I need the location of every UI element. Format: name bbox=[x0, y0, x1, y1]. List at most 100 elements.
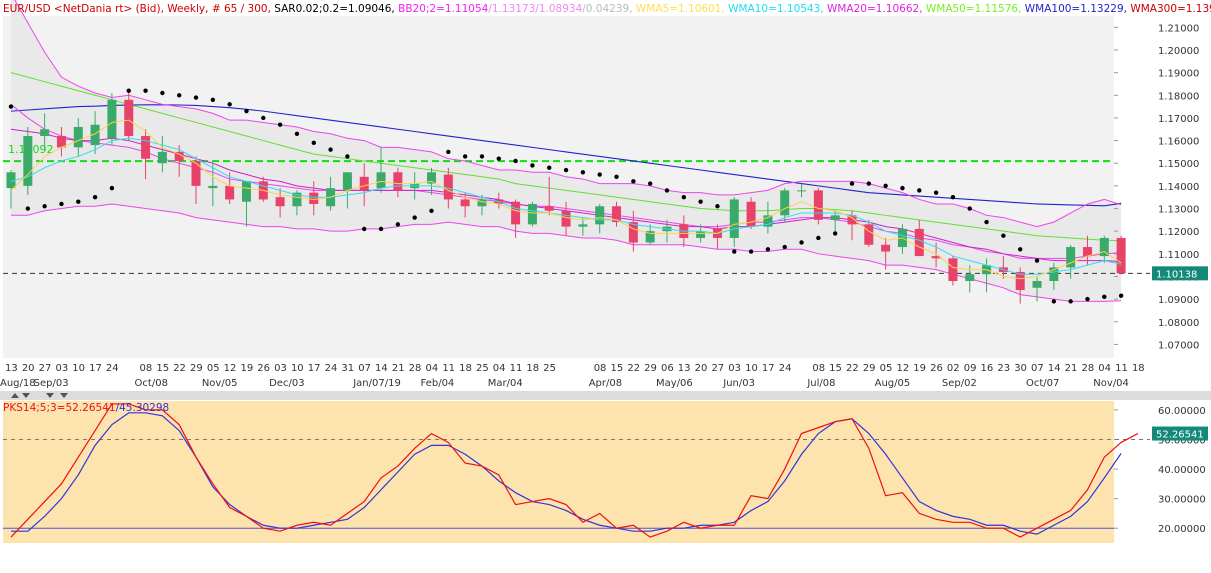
y-tick-label: 1.08000 bbox=[1158, 318, 1199, 329]
x-day-label: 20 bbox=[22, 363, 35, 374]
candle-body bbox=[73, 126, 83, 148]
y-tick-label: 1.13000 bbox=[1158, 205, 1199, 216]
x-day-label: 04 bbox=[493, 363, 506, 374]
x-day-label: 13 bbox=[678, 363, 691, 374]
x-day-label: 26 bbox=[257, 363, 270, 374]
x-month-label: May/06 bbox=[656, 378, 693, 389]
x-day-label: 28 bbox=[1081, 363, 1094, 374]
sar-dot bbox=[530, 163, 535, 168]
panel-divider[interactable] bbox=[0, 391, 1211, 400]
x-day-label: 09 bbox=[964, 363, 977, 374]
candle-body bbox=[544, 206, 554, 211]
x-day-label: 03 bbox=[274, 363, 287, 374]
x-day-label: 06 bbox=[661, 363, 674, 374]
y-tick-label: 1.17000 bbox=[1158, 114, 1199, 125]
divider-arrows[interactable] bbox=[11, 393, 68, 398]
x-day-label: 13 bbox=[5, 363, 18, 374]
y-tick-label: 1.20000 bbox=[1158, 46, 1199, 57]
x-month-label: Feb/04 bbox=[421, 378, 455, 389]
x-day-label: 17 bbox=[762, 363, 775, 374]
x-day-label: 04 bbox=[426, 363, 439, 374]
oscillator-panel: 60.00000 50.00000 40.00000 30.00000 20.00000… bbox=[3, 403, 1208, 538]
sar-dot bbox=[816, 235, 821, 241]
x-day-label: 15 bbox=[156, 363, 169, 374]
x-day-label: 08 bbox=[812, 363, 825, 374]
sar-dot bbox=[883, 183, 888, 189]
x-day-label: 05 bbox=[880, 363, 893, 374]
candle-body bbox=[275, 197, 285, 207]
x-day-label: 08 bbox=[594, 363, 607, 374]
y-tick-label: 1.21000 bbox=[1158, 23, 1199, 34]
x-day-label: 25 bbox=[476, 363, 489, 374]
wma50-line bbox=[10, 72, 1122, 242]
x-day-label: 18 bbox=[526, 363, 539, 374]
sar-dot bbox=[210, 97, 216, 103]
arrow-up-icon[interactable] bbox=[11, 393, 19, 398]
x-day-label: 29 bbox=[644, 363, 657, 374]
sar-dot bbox=[1001, 233, 1006, 238]
candle-body bbox=[427, 172, 436, 184]
osc-plot-area bbox=[3, 401, 1114, 543]
x-day-label: 29 bbox=[863, 363, 876, 374]
x-month-label: Nov/04 bbox=[1093, 378, 1129, 389]
sar-dot bbox=[799, 240, 804, 245]
candle-body bbox=[141, 136, 151, 159]
sar-dot bbox=[580, 170, 586, 175]
x-day-label: 22 bbox=[846, 363, 859, 374]
header-segment: SAR0.02;0.2=1.09046, bbox=[274, 3, 398, 15]
x-day-label: 12 bbox=[224, 363, 237, 374]
osc-tick-label: 50.00000 bbox=[1158, 435, 1206, 446]
price-tag-label: 1.10138 bbox=[1156, 269, 1197, 280]
sar-dot bbox=[479, 154, 485, 159]
sar-dot bbox=[1118, 293, 1124, 298]
osc-header-segment: PKS14;5;3=52.26541 bbox=[3, 402, 116, 414]
x-day-label: 26 bbox=[930, 363, 943, 374]
header-segment: WMA50=1.11576, bbox=[926, 3, 1025, 15]
y-tick-label: 1.16000 bbox=[1158, 137, 1199, 148]
candle-body bbox=[1015, 271, 1025, 291]
x-month-label: Sep/02 bbox=[942, 378, 977, 389]
x-day-label: 15 bbox=[611, 363, 624, 374]
candle-body bbox=[1082, 247, 1092, 257]
arrow-down-icon[interactable] bbox=[60, 393, 68, 398]
candle-body bbox=[645, 231, 655, 243]
candle-body bbox=[561, 210, 571, 227]
x-month-label: Aug/18 bbox=[0, 378, 36, 389]
sar-dot bbox=[462, 154, 468, 159]
x-month-label: Nov/05 bbox=[202, 378, 238, 389]
y-tick-label: 1.18000 bbox=[1158, 91, 1199, 102]
sar-dot bbox=[25, 206, 31, 211]
candle-body bbox=[864, 224, 874, 245]
x-day-label: 20 bbox=[695, 363, 708, 374]
chart-header: EUR/USD <NetDania rt> (Bid), Weekly, # 6… bbox=[3, 3, 1211, 15]
sar-dot bbox=[1051, 299, 1057, 304]
price-tag-bg bbox=[1152, 266, 1208, 281]
candle-body bbox=[23, 136, 33, 186]
arrow-down-icon[interactable] bbox=[46, 393, 54, 398]
candle-body bbox=[376, 172, 386, 189]
wma100-line bbox=[10, 104, 1122, 207]
sar-dot bbox=[1018, 247, 1023, 252]
candle-body bbox=[393, 172, 403, 191]
sar-dot bbox=[294, 131, 300, 136]
candle-body bbox=[527, 203, 537, 225]
candle-body bbox=[948, 258, 958, 281]
sar-dot bbox=[126, 88, 131, 93]
x-day-label: 17 bbox=[308, 363, 321, 374]
candle-body bbox=[174, 151, 184, 161]
candle-body bbox=[965, 274, 975, 281]
candle-body bbox=[191, 160, 201, 186]
candle-body bbox=[813, 190, 823, 220]
x-day-label: 04 bbox=[1098, 363, 1111, 374]
candle-body bbox=[208, 185, 218, 189]
arrow-down-icon[interactable] bbox=[22, 393, 30, 398]
candle-body bbox=[797, 190, 807, 192]
sar-dot bbox=[1102, 294, 1107, 300]
sar-dot bbox=[967, 206, 972, 211]
sar-dot bbox=[782, 244, 787, 250]
candle-body bbox=[1066, 247, 1076, 268]
candle-body bbox=[1099, 237, 1109, 257]
sar-dot bbox=[76, 199, 81, 204]
x-day-label: 14 bbox=[1048, 363, 1061, 374]
sar-dot bbox=[378, 226, 384, 232]
